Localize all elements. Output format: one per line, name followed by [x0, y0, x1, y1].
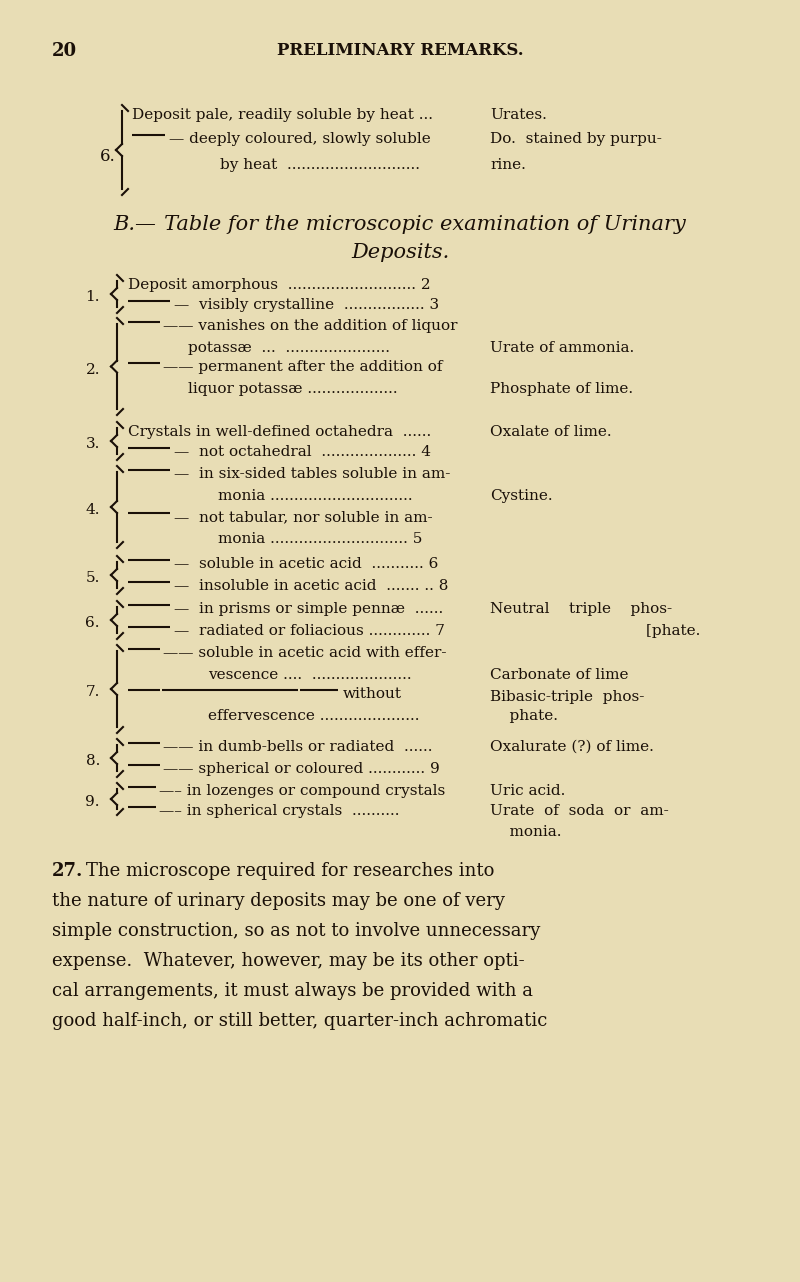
Text: the nature of urinary deposits may be one of very: the nature of urinary deposits may be on… — [52, 892, 505, 910]
Text: [phate.: [phate. — [490, 624, 700, 638]
Text: Deposit amorphous  ........................... 2: Deposit amorphous ......................… — [128, 278, 430, 292]
Text: simple construction, so as not to involve unnecessary: simple construction, so as not to involv… — [52, 922, 540, 940]
Text: 1.: 1. — [86, 290, 100, 304]
Text: B.—  Table for the microscopic examination of Urinary: B.— Table for the microscopic examinatio… — [114, 215, 686, 235]
Text: effervescence .....................: effervescence ..................... — [208, 709, 419, 723]
Text: 27.: 27. — [52, 862, 83, 879]
Text: rine.: rine. — [490, 158, 526, 172]
Text: 20: 20 — [52, 42, 77, 60]
Text: —  in prisms or simple pennæ  ......: — in prisms or simple pennæ ...... — [174, 603, 443, 615]
Text: —— permanent after the addition of: —— permanent after the addition of — [163, 360, 442, 374]
Text: Urate  of  soda  or  am-: Urate of soda or am- — [490, 804, 669, 818]
Text: Crystals in well-defined octahedra  ......: Crystals in well-defined octahedra .....… — [128, 426, 431, 438]
Text: —— in dumb-bells or radiated  ......: —— in dumb-bells or radiated ...... — [163, 740, 433, 754]
Text: Uric acid.: Uric acid. — [490, 785, 566, 797]
Text: Urates.: Urates. — [490, 108, 547, 122]
Text: 7.: 7. — [86, 685, 100, 699]
Text: Oxalurate (?) of lime.: Oxalurate (?) of lime. — [490, 740, 654, 754]
Text: good half-inch, or still better, quarter-inch achromatic: good half-inch, or still better, quarter… — [52, 1011, 547, 1029]
Text: Urate of ammonia.: Urate of ammonia. — [490, 341, 634, 355]
Text: —– in lozenges or compound crystals: —– in lozenges or compound crystals — [159, 785, 446, 797]
Text: by heat  ............................: by heat ............................ — [220, 158, 420, 172]
Text: Phosphate of lime.: Phosphate of lime. — [490, 382, 633, 396]
Text: PRELIMINARY REMARKS.: PRELIMINARY REMARKS. — [277, 42, 523, 59]
Text: Do.  stained by purpu-: Do. stained by purpu- — [490, 132, 662, 146]
Text: 9.: 9. — [86, 795, 100, 809]
Text: —  in six-sided tables soluble in am-: — in six-sided tables soluble in am- — [174, 467, 450, 481]
Text: Deposit pale, readily soluble by heat ...: Deposit pale, readily soluble by heat ..… — [132, 108, 433, 122]
Text: liquor potassæ ...................: liquor potassæ ................... — [188, 382, 398, 396]
Text: —  radiated or foliacious ............. 7: — radiated or foliacious ............. 7 — [174, 624, 445, 638]
Text: monia ..............................: monia .............................. — [218, 488, 413, 503]
Text: —  insoluble in acetic acid  ....... .. 8: — insoluble in acetic acid ....... .. 8 — [174, 579, 448, 594]
Text: Neutral    triple    phos-: Neutral triple phos- — [490, 603, 672, 615]
Text: The microscope required for researches into: The microscope required for researches i… — [86, 862, 494, 879]
Text: monia ............................. 5: monia ............................. 5 — [218, 532, 422, 546]
Text: 2.: 2. — [86, 363, 100, 377]
Text: Carbonate of lime: Carbonate of lime — [490, 668, 629, 682]
Text: 4.: 4. — [86, 503, 100, 517]
Text: vescence ....  .....................: vescence .... ..................... — [208, 668, 412, 682]
Text: 6.: 6. — [86, 615, 100, 629]
Text: —— soluble in acetic acid with effer-: —— soluble in acetic acid with effer- — [163, 646, 446, 660]
Text: —  not octahedral  .................... 4: — not octahedral .................... 4 — [174, 445, 431, 459]
Text: — deeply coloured, slowly soluble: — deeply coloured, slowly soluble — [169, 132, 430, 146]
Text: cal arrangements, it must always be provided with a: cal arrangements, it must always be prov… — [52, 982, 533, 1000]
Text: potassæ  ...  ......................: potassæ ... ...................... — [188, 341, 390, 355]
Text: 6.: 6. — [100, 147, 116, 165]
Text: 8.: 8. — [86, 754, 100, 768]
Text: monia.: monia. — [490, 826, 562, 838]
Text: —– in spherical crystals  ..........: —– in spherical crystals .......... — [159, 804, 399, 818]
Text: —— vanishes on the addition of liquor: —— vanishes on the addition of liquor — [163, 319, 458, 333]
Text: 5.: 5. — [86, 570, 100, 585]
Text: expense.  Whatever, however, may be its other opti-: expense. Whatever, however, may be its o… — [52, 953, 525, 970]
Text: 3.: 3. — [86, 437, 100, 451]
Text: Cystine.: Cystine. — [490, 488, 553, 503]
Text: Bibasic-triple  phos-: Bibasic-triple phos- — [490, 690, 644, 704]
Text: phate.: phate. — [490, 709, 558, 723]
Text: —  soluble in acetic acid  ........... 6: — soluble in acetic acid ........... 6 — [174, 556, 438, 570]
Text: without: without — [343, 687, 402, 701]
Text: Oxalate of lime.: Oxalate of lime. — [490, 426, 612, 438]
Text: —  visibly crystalline  ................. 3: — visibly crystalline ................. … — [174, 297, 439, 312]
Text: —— spherical or coloured ............ 9: —— spherical or coloured ............ 9 — [163, 762, 440, 776]
Text: Deposits.: Deposits. — [351, 244, 449, 262]
Text: —  not tabular, nor soluble in am-: — not tabular, nor soluble in am- — [174, 510, 433, 524]
